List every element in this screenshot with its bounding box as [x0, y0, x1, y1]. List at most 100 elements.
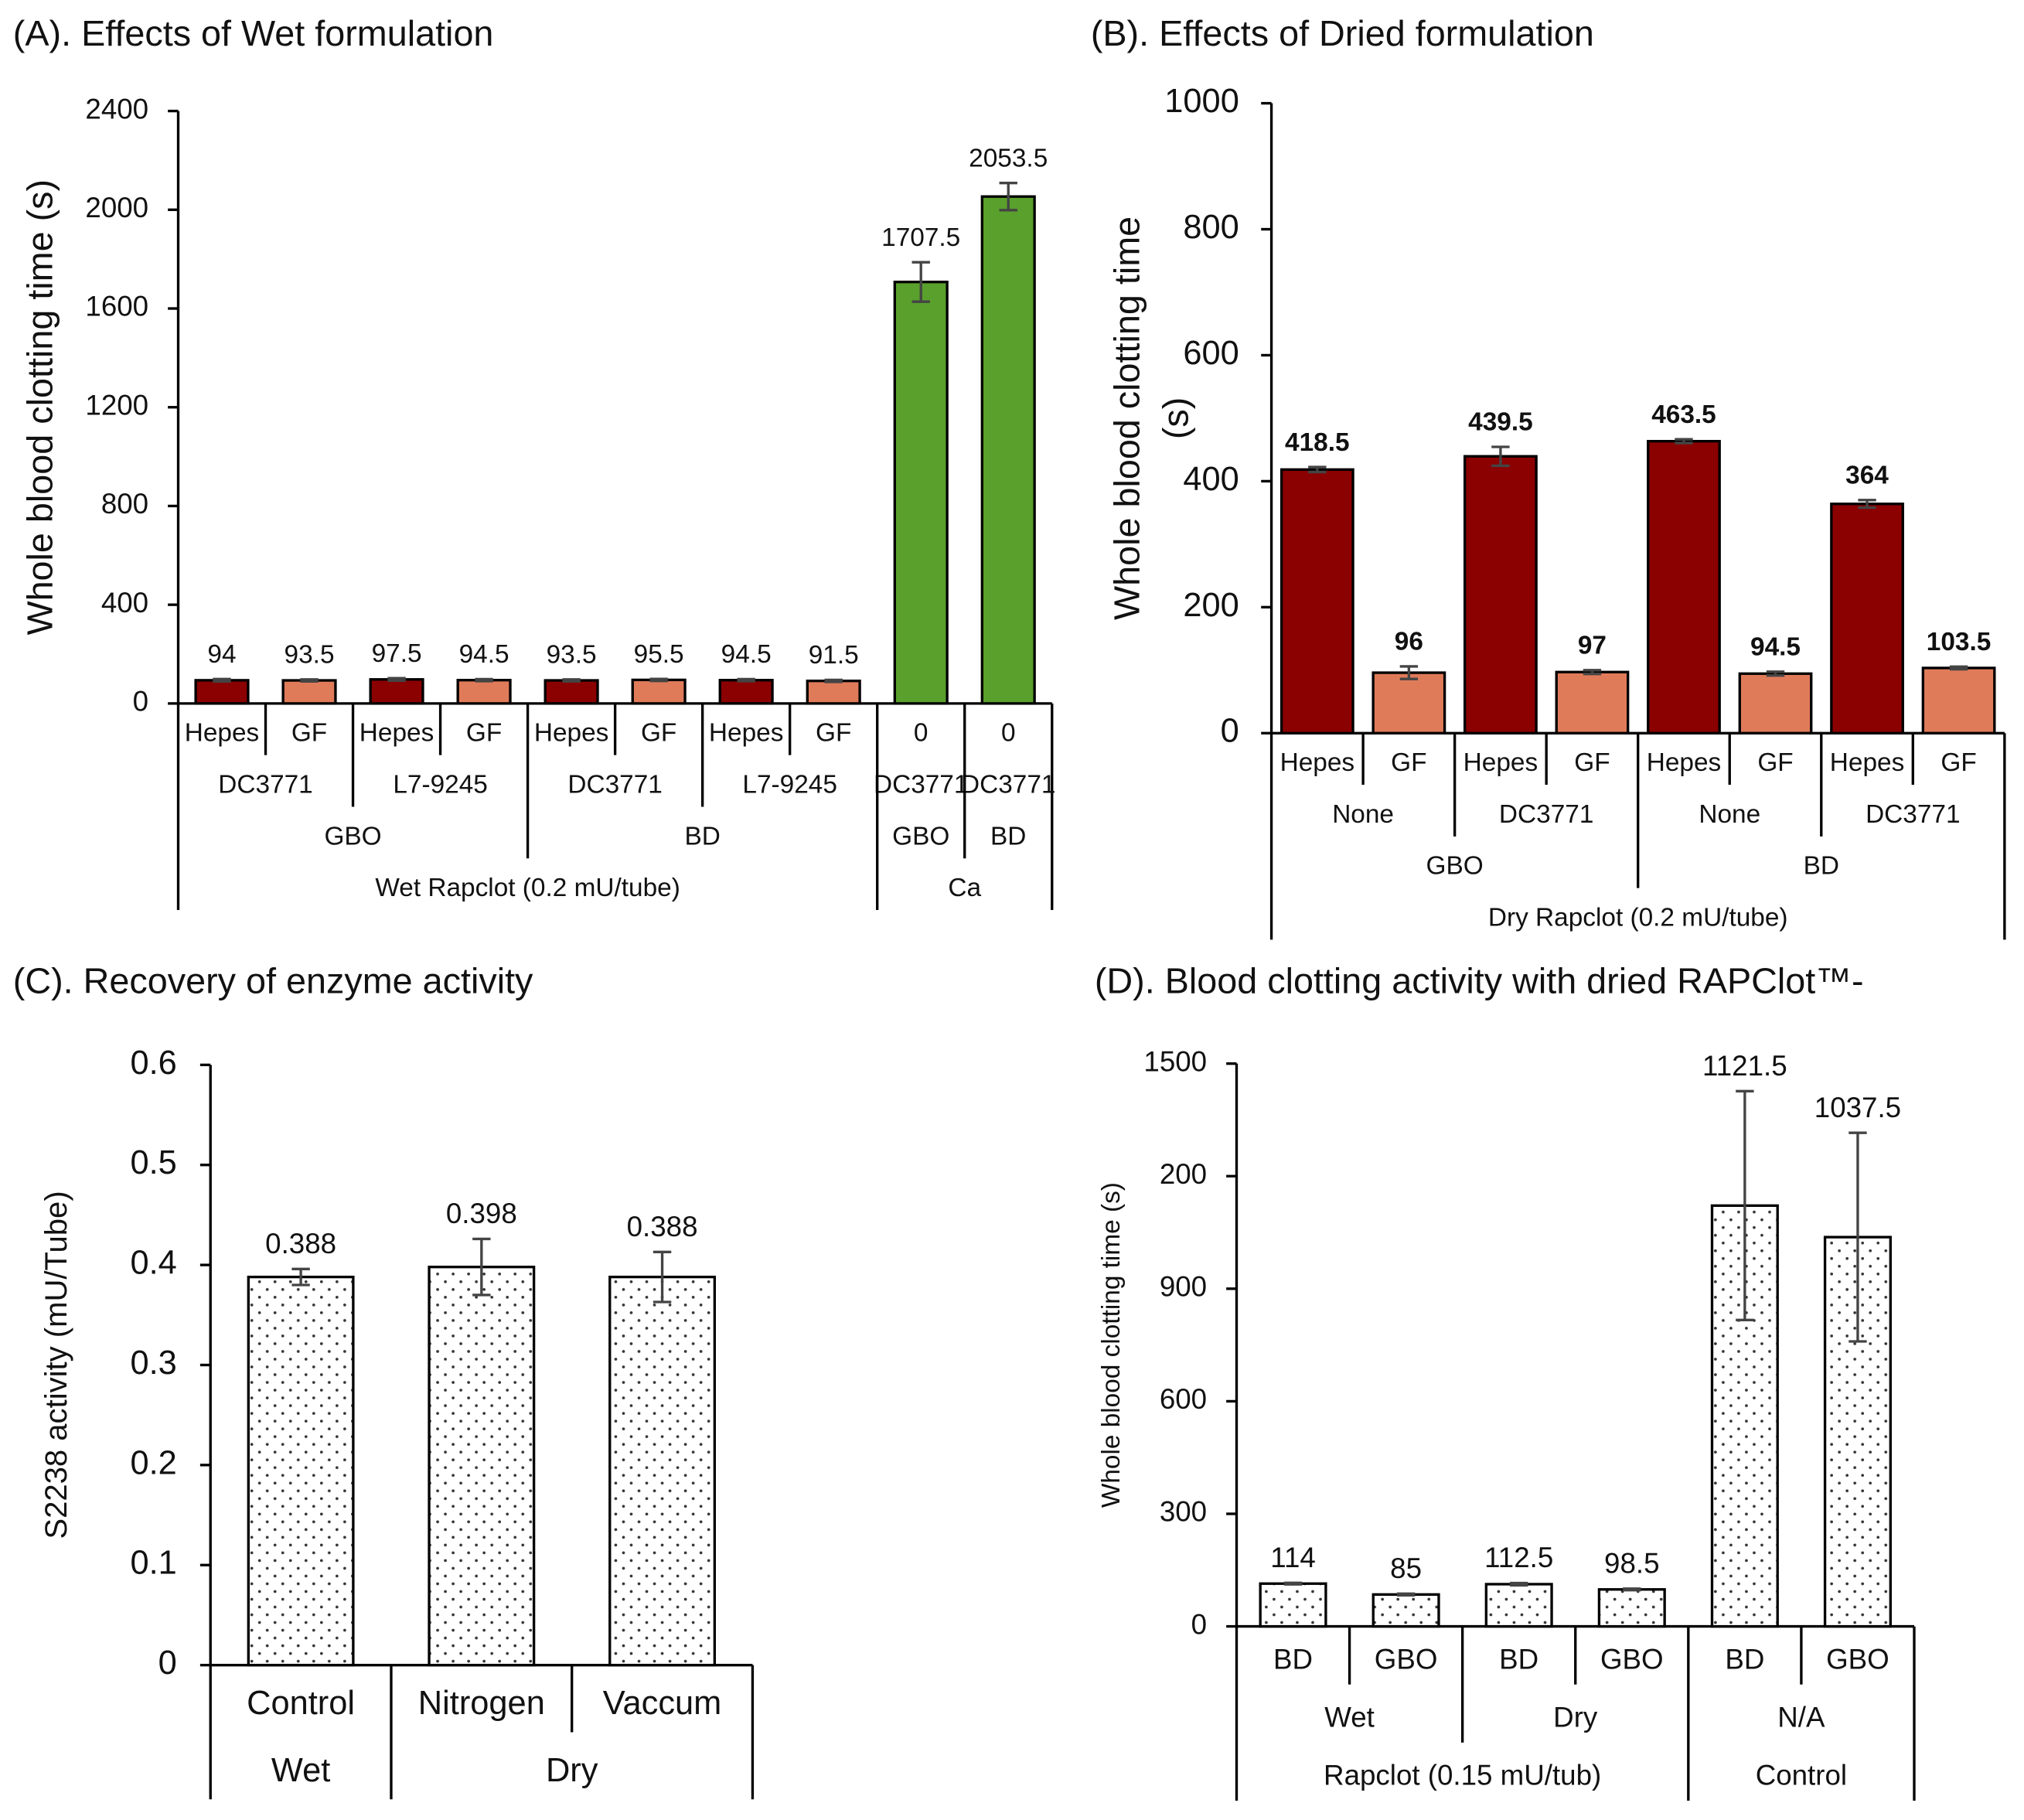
x-category-label: DC3771 [218, 771, 312, 799]
data-label: 112.5 [1484, 1542, 1553, 1573]
y-tick-label: 0.6 [131, 1045, 177, 1082]
x-category-label: L7-9245 [393, 771, 487, 799]
x-category-label: Hepes [1280, 748, 1354, 777]
y-tick-label: 1600 [85, 291, 148, 322]
x-category-label: GF [816, 719, 851, 748]
y-tick-label: 800 [101, 488, 148, 520]
x-category-label: Control [1756, 1760, 1847, 1791]
data-label: 94.5 [721, 640, 772, 669]
x-category-label: GBO [324, 822, 381, 850]
data-label: 439.5 [1468, 408, 1533, 437]
x-category-label: Control [247, 1685, 355, 1722]
y-tick-label: 1200 [85, 389, 148, 421]
chart-title: (D). Blood clotting activity with dried … [1095, 961, 1864, 1001]
x-category-label: Hepes [709, 719, 783, 748]
x-category-label: GF [1757, 748, 1793, 777]
y-tick-label: 1000 [1164, 83, 1239, 120]
bar [281, 679, 337, 705]
x-category-label: GF [641, 719, 676, 748]
x-category-label: GF [291, 719, 327, 748]
x-category-label: Rapclot (0.15 mU/tub) [1324, 1760, 1601, 1791]
y-tick-label: 300 [1160, 1496, 1207, 1528]
y-tick-label: 2000 [85, 192, 148, 223]
y-axis-label: (s) [1156, 397, 1196, 440]
x-category-label: Hepes [1647, 748, 1721, 777]
bar [1647, 439, 1721, 734]
y-tick-label: 2400 [85, 93, 148, 124]
data-label: 97.5 [372, 639, 422, 668]
y-tick-label: 0.1 [131, 1545, 177, 1582]
y-tick-label: 600 [1183, 335, 1239, 372]
x-category-label: BD [1499, 1643, 1538, 1675]
bar [631, 678, 687, 705]
x-category-label: Wet [271, 1752, 330, 1789]
bar [608, 1275, 717, 1667]
bar [1555, 670, 1630, 734]
bar [1921, 666, 1996, 734]
y-axis-label: Whole blood clotting time (s) [20, 179, 60, 636]
x-category-label: None [1332, 800, 1394, 829]
bar [1738, 672, 1813, 734]
x-category-label: Wet Rapclot (0.2 mU/tube) [375, 874, 680, 902]
x-category-label: DC3771 [567, 771, 662, 799]
x-category-label: Hepes [185, 719, 259, 748]
data-label: 95.5 [634, 640, 684, 669]
data-label: 0.398 [446, 1198, 517, 1229]
y-tick-label: 900 [1160, 1271, 1207, 1303]
y-tick-label: 0.2 [131, 1444, 177, 1481]
chart-title: (B). Effects of Dried formulation [1091, 13, 1594, 53]
x-category-label: Hepes [1463, 748, 1538, 777]
bar [247, 1275, 355, 1667]
y-tick-label: 0 [1191, 1608, 1207, 1640]
y-tick-label: 400 [101, 587, 148, 619]
data-label: 2053.5 [969, 144, 1048, 172]
data-label: 91.5 [809, 641, 859, 670]
data-label: 85 [1390, 1552, 1422, 1584]
x-category-label: GBO [1426, 852, 1484, 881]
x-category-label: GF [1574, 748, 1610, 777]
bar [1279, 468, 1354, 734]
x-category-label: GBO [1375, 1643, 1438, 1675]
x-category-label: DC3771 [1499, 800, 1593, 829]
y-tick-label: 0 [133, 686, 148, 717]
x-category-label: GF [466, 719, 502, 748]
y-tick-label: 200 [1160, 1158, 1207, 1190]
y-axis-label: Whole blood clotting time [1106, 216, 1147, 620]
y-tick-label: 1500 [1143, 1045, 1207, 1077]
x-category-label: DC3771 [874, 771, 968, 799]
x-category-label: Dry [1553, 1701, 1598, 1733]
x-category-label: BD [990, 822, 1026, 850]
x-category-label: Hepes [359, 719, 434, 748]
x-category-label: BD [684, 822, 720, 850]
x-category-label: GBO [1600, 1643, 1664, 1675]
bar [980, 195, 1036, 705]
data-label: 0.388 [265, 1228, 336, 1259]
bar [1259, 1582, 1327, 1628]
y-tick-label: 200 [1183, 587, 1239, 624]
bar [893, 281, 949, 705]
x-category-label: Dry Rapclot (0.2 mU/tube) [1488, 903, 1788, 932]
y-tick-label: 400 [1183, 461, 1239, 498]
data-label: 94 [207, 640, 236, 669]
y-axis-label: Whole blood clotting time (s) [1097, 1182, 1126, 1508]
y-tick-label: 800 [1183, 209, 1239, 246]
data-label: 96 [1395, 628, 1423, 656]
bar [1484, 1583, 1553, 1628]
x-category-label: Ca [948, 874, 981, 902]
data-label: 364 [1845, 462, 1889, 490]
data-label: 114 [1270, 1542, 1316, 1573]
x-category-label: GBO [892, 822, 949, 850]
x-category-label: 0 [914, 719, 929, 748]
chart-title: (A). Effects of Wet formulation [13, 13, 494, 53]
y-tick-label: 0.5 [131, 1144, 177, 1181]
data-label: 418.5 [1285, 428, 1350, 457]
data-label: 103.5 [1927, 628, 1992, 656]
bar [428, 1266, 536, 1667]
x-category-label: 0 [1001, 719, 1016, 748]
bar [806, 679, 861, 705]
bar [1371, 1593, 1440, 1628]
x-category-label: DC3771 [961, 771, 1055, 799]
x-category-label: GF [1391, 748, 1426, 777]
